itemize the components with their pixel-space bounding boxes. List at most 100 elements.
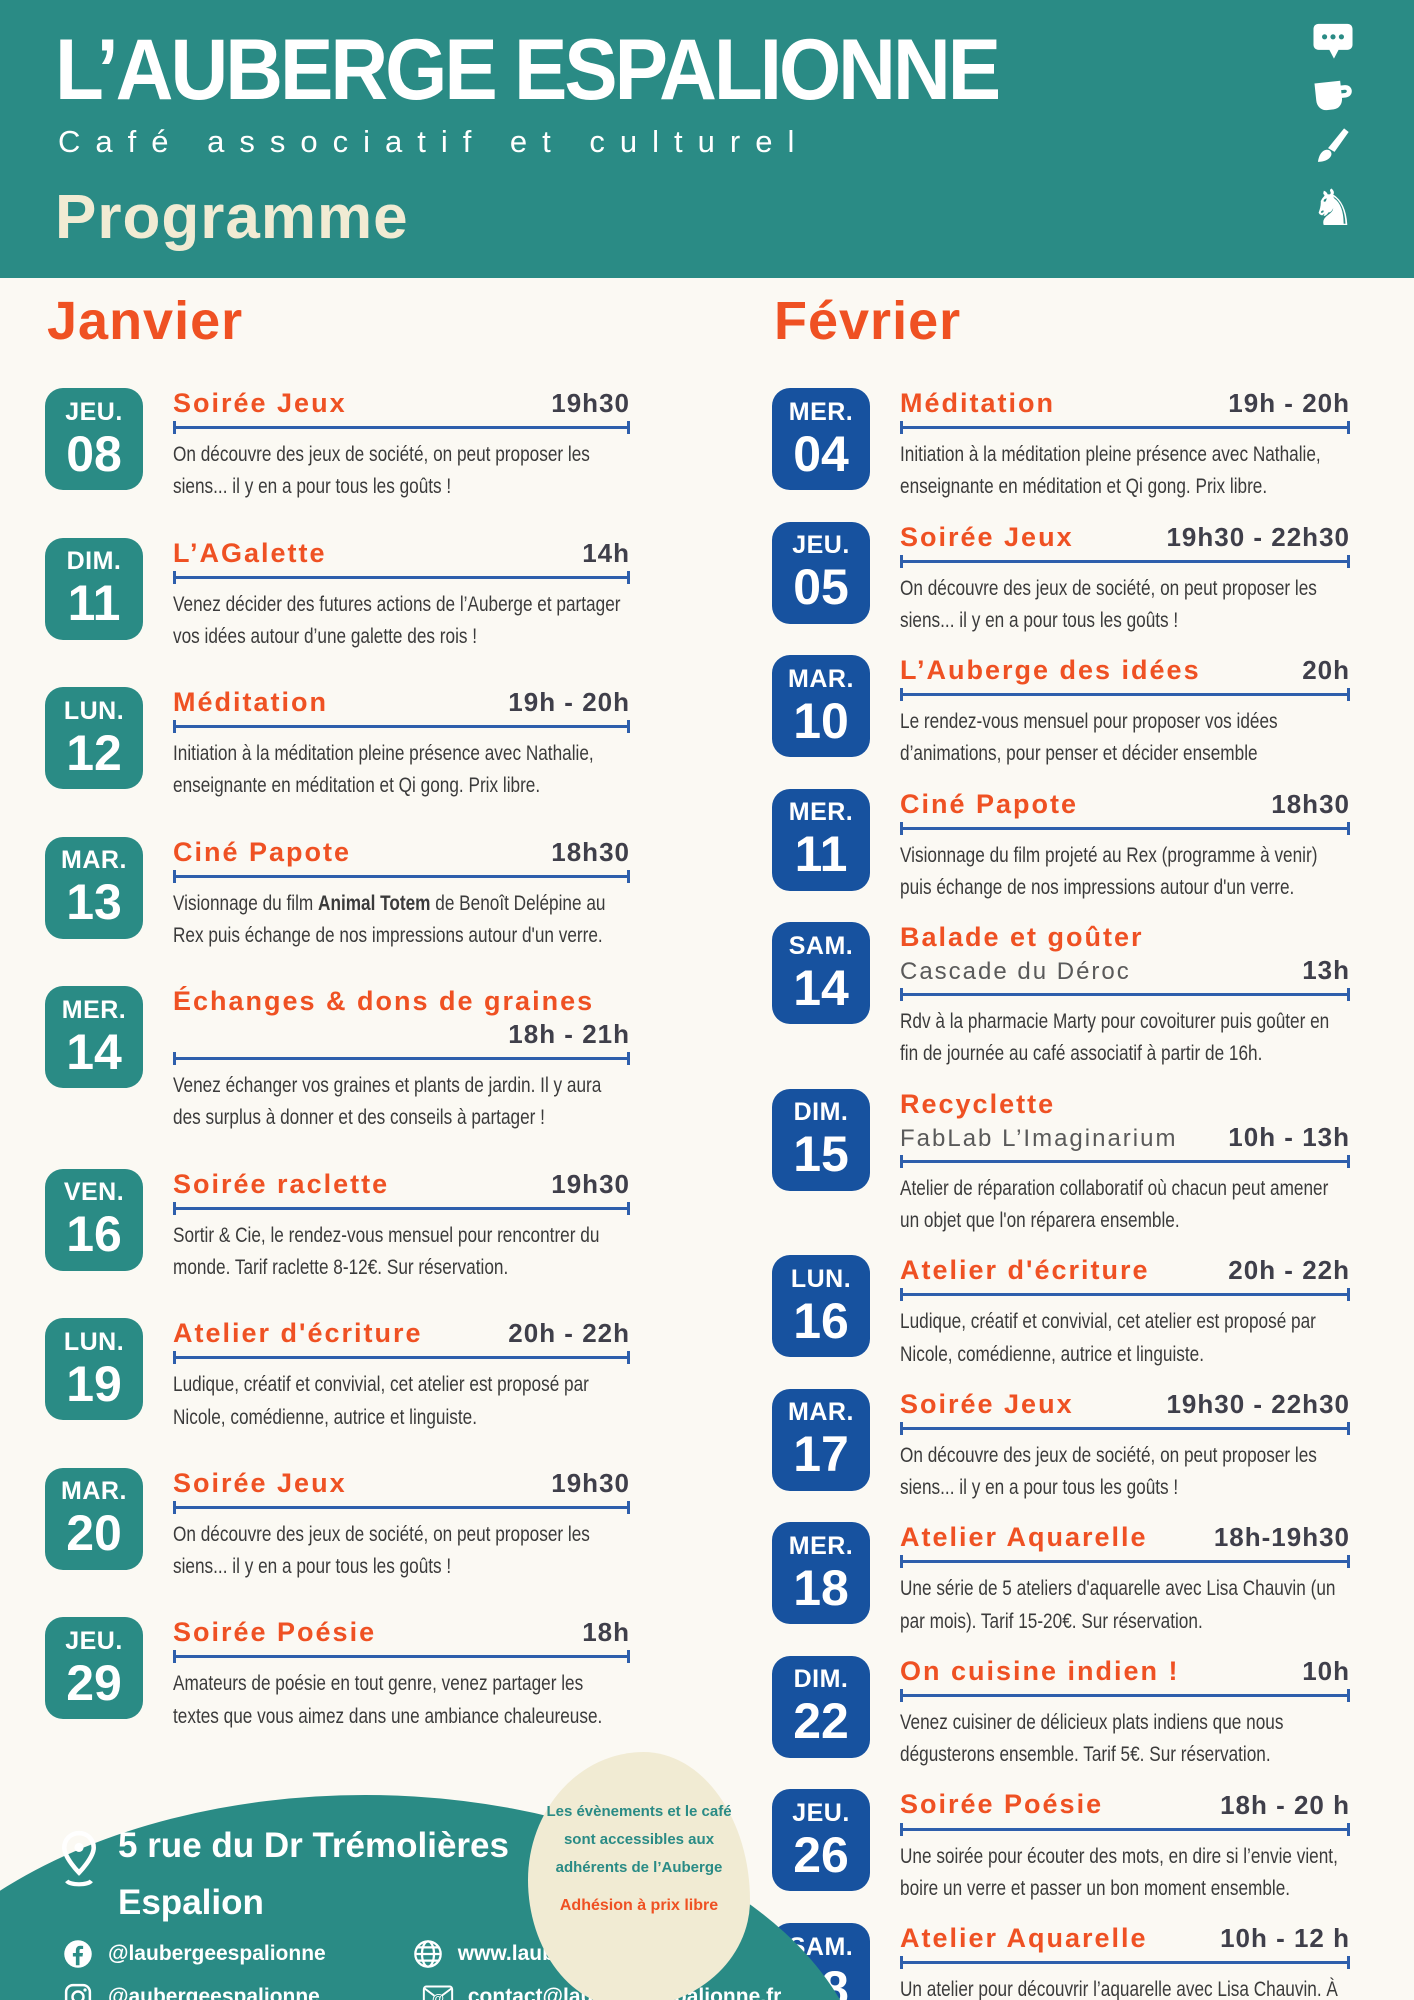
event-divider-line [900, 1154, 1350, 1168]
event-description: Une soirée pour écouter des mots, en dir… [900, 1843, 1338, 1900]
event-divider-line [900, 688, 1350, 702]
event-description: Amateurs de poésie en tout genre, venez … [173, 1671, 603, 1728]
event-description: Visionnage du film Animal Totem de Benoî… [173, 890, 606, 947]
event-divider-line [900, 1288, 1350, 1302]
event-content: Soirée Poésie 18h Amateurs de poésie en … [173, 1617, 630, 1732]
event-header-row: Soirée Poésie 18h [173, 1617, 630, 1648]
event-description: On découvre des jeux de société, on peut… [173, 1521, 590, 1579]
event-divider-line [900, 421, 1350, 435]
date-badge: MAR. 17 [772, 1388, 870, 1491]
event-header-row: Atelier Aquarelle 10h - 12 h [900, 1923, 1350, 1954]
address-city: Espalion [118, 1883, 264, 1922]
event-divider-line [900, 1956, 1350, 1970]
event-time: 19h - 20h [1228, 388, 1350, 419]
event-header-row: Soirée raclette 19h30 [173, 1169, 630, 1200]
badge-day: DIM. [66, 547, 122, 576]
event-title: Balade et goûter [900, 922, 1144, 953]
event-time: 20h [1302, 655, 1350, 686]
event-divider-line [173, 1052, 630, 1066]
event-divider-line [900, 1822, 1350, 1836]
event-content: Méditation 19h - 20h Initiation à la méd… [900, 388, 1350, 503]
event-item: DIM. 22 On cuisine indien ! 10h Venez cu… [772, 1655, 1350, 1771]
event-time: 10h [1302, 1655, 1350, 1686]
date-badge: JEU. 26 [772, 1789, 870, 1892]
event-title: Recyclette [900, 1088, 1056, 1119]
event-header-row: Échanges & dons de graines [173, 986, 630, 1017]
event-divider-line [900, 821, 1350, 835]
event-divider-line [900, 988, 1350, 1002]
event-divider-line [173, 869, 630, 883]
instagram-handle: @aubergeespalionne [108, 1985, 320, 2000]
event-header-row: Ciné Papote 18h30 [173, 837, 630, 868]
event-list: MER. 04 Méditation 19h - 20h Initiation … [772, 388, 1350, 2000]
event-content: Soirée raclette 19h30 Sortir & Cie, le r… [173, 1169, 630, 1284]
membership-note-text: Les évènements et le café sont accessible… [546, 1803, 732, 1876]
event-content: Recyclette FabLab L’Imaginarium 10h - 13… [900, 1089, 1350, 1237]
date-badge: LUN. 16 [772, 1255, 870, 1358]
event-content: Atelier d'écriture 20h - 22h Ludique, cr… [173, 1318, 630, 1433]
event-content: Soirée Jeux 19h30 On découvre des jeux d… [173, 388, 630, 503]
event-time: 20h - 22h [508, 1318, 630, 1349]
event-item: MER. 14 Échanges & dons de graines 18h -… [45, 986, 630, 1134]
badge-date: 17 [793, 1426, 849, 1483]
event-item: MAR. 17 Soirée Jeux 19h30 - 22h30 On déc… [772, 1388, 1350, 1504]
event-time: 18h [582, 1617, 630, 1648]
event-title: Méditation [173, 687, 328, 718]
event-content: On cuisine indien ! 10h Venez cuisiner d… [900, 1656, 1350, 1771]
month-column-janvier: Janvier JEU. 08 Soirée Jeux 19h30 On déc… [45, 290, 630, 1767]
contact-row-2: @aubergeespalionne @ contact@laubergeesp… [62, 1982, 781, 2000]
badge-date: 12 [66, 724, 122, 781]
event-description: Venez cuisiner de délicieux plats indien… [900, 1709, 1284, 1767]
date-badge: JEU. 05 [772, 521, 870, 624]
event-description: Visionnage du film projeté au Rex (progr… [900, 842, 1318, 899]
badge-day: VEN. [63, 1178, 125, 1207]
event-item: LUN. 19 Atelier d'écriture 20h - 22h Lud… [45, 1318, 630, 1433]
badge-day: LUN. [63, 1327, 125, 1356]
event-divider-line [173, 1351, 630, 1365]
event-time: 18h-19h30 [1213, 1522, 1350, 1553]
event-header-row: Méditation 19h - 20h [900, 388, 1350, 419]
event-header-row: Atelier d'écriture 20h - 22h [900, 1255, 1350, 1286]
date-badge: MER. 04 [772, 388, 870, 490]
badge-day: DIM. [793, 1098, 849, 1127]
date-badge: MER. 14 [45, 986, 143, 1089]
event-subrow: Cascade du Déroc 13h [900, 955, 1350, 986]
event-content: Méditation 19h - 20h Initiation à la méd… [173, 687, 630, 802]
event-item: JEU. 26 Soirée Poésie 18h - 20 h Une soi… [772, 1789, 1350, 1904]
badge-date: 22 [793, 1693, 849, 1750]
event-title: On cuisine indien ! [900, 1655, 1180, 1686]
event-time: 19h30 [551, 1168, 630, 1199]
event-title: Soirée Poésie [173, 1617, 377, 1648]
event-title: L’Auberge des idées [900, 655, 1201, 686]
badge-day: DIM. [793, 1665, 849, 1694]
event-title: Soirée Jeux [173, 1467, 347, 1498]
event-content: Ciné Papote 18h30 Visionnage du film Ani… [173, 837, 630, 952]
event-divider-line [173, 570, 630, 584]
badge-date: 14 [66, 1023, 122, 1080]
event-content: Balade et goûter Cascade du Déroc 13h Rd… [900, 922, 1350, 1070]
event-item: JEU. 08 Soirée Jeux 19h30 On découvre de… [45, 388, 630, 503]
event-divider-line [173, 421, 630, 435]
event-time: 19h30 [551, 388, 630, 419]
address-block: 5 rue du Dr Trémolières Espalion [118, 1828, 509, 1920]
event-title: Échanges & dons de graines [173, 986, 595, 1017]
event-header-row: Soirée Jeux 19h30 - 22h30 [900, 522, 1350, 553]
badge-date: 18 [793, 1559, 849, 1616]
header-icon-column: ♞ [1310, 20, 1356, 233]
event-subrow: FabLab L’Imaginarium 10h - 13h [900, 1122, 1350, 1153]
event-header-row: Méditation 19h - 20h [173, 687, 630, 718]
event-description: Le rendez-vous mensuel pour proposer vos… [900, 709, 1278, 766]
date-badge: MAR. 13 [45, 836, 143, 939]
event-title: Atelier Aquarelle [900, 1522, 1148, 1553]
event-item: JEU. 05 Soirée Jeux 19h30 - 22h30 On déc… [772, 521, 1350, 637]
badge-day: LUN. [790, 1264, 852, 1293]
date-badge: LUN. 19 [45, 1318, 143, 1421]
badge-date: 20 [66, 1505, 122, 1562]
event-subrow: 18h - 21h [173, 1019, 630, 1050]
email-icon: @ [422, 1983, 454, 2000]
speech-bubble-icon [1310, 20, 1356, 64]
date-badge: SAM. 14 [772, 922, 870, 1025]
membership-price-note: Adhésion à prix libre [559, 1897, 719, 1915]
event-content: Atelier Aquarelle 10h - 12 h Un atelier … [900, 1923, 1350, 2000]
